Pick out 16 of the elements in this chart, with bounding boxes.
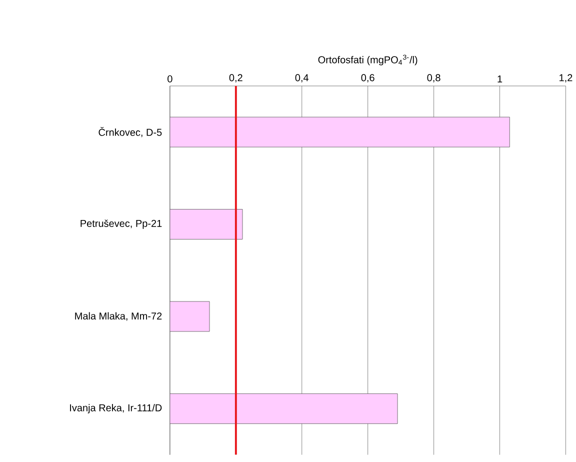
bar xyxy=(170,394,398,424)
x-tick-label: 0,2 xyxy=(229,74,242,83)
y-tick-label: Ivanja Reka, Ir-111/D xyxy=(70,404,162,414)
bar xyxy=(170,209,243,240)
y-tick-label: Mala Mlaka, Mm-72 xyxy=(75,312,162,321)
x-tick-label: 1,2 xyxy=(560,74,572,83)
x-tick-label: 0,4 xyxy=(295,74,309,83)
x-tick-label: 0,8 xyxy=(427,74,440,83)
y-tick-label: Črnkovec, D-5 xyxy=(98,127,162,138)
x-tick-label: 0,6 xyxy=(361,74,374,83)
x-tick-label: 0 xyxy=(168,75,172,83)
y-tick-label: Petruševec, Pp-21 xyxy=(80,220,162,230)
bar xyxy=(170,301,210,332)
x-axis-title: Ortofosfati (mgPO$_{4}$$^{3-}$/l) xyxy=(318,54,418,66)
bar xyxy=(170,116,510,148)
x-tick-label: 1 xyxy=(498,76,502,83)
